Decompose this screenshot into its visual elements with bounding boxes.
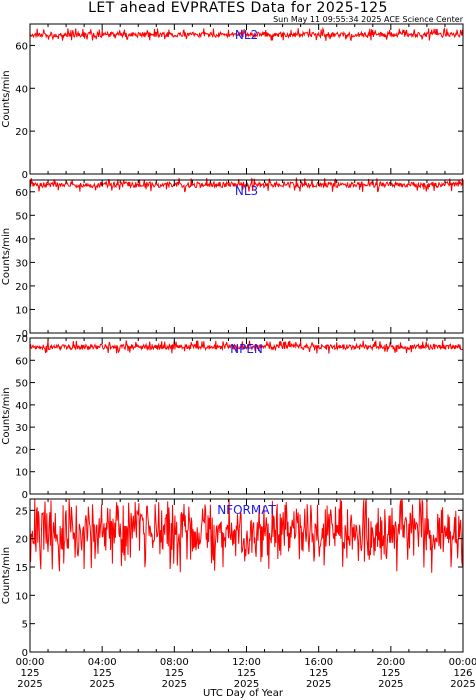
- y-tick-label: 50: [15, 379, 28, 390]
- y-tick-label: 20: [15, 535, 28, 546]
- y-tick-label: 15: [15, 563, 28, 574]
- chart-panels: 0204060Counts/minNL20102030405060Counts/…: [1, 23, 464, 659]
- y-tick-label: 5: [22, 620, 28, 631]
- y-tick-label: 0: [22, 170, 28, 181]
- y-tick-label: 0: [22, 648, 28, 659]
- chart-subtitle: Sun May 11 09:55:34 2025 ACE Science Cen…: [273, 15, 464, 24]
- x-tick-label-year: 2025: [162, 679, 187, 690]
- panel-label: NFORMAT: [217, 503, 276, 517]
- y-tick-label: 10: [15, 305, 28, 316]
- x-tick-label-doy: 126: [453, 668, 472, 679]
- y-tick-label: 60: [15, 41, 28, 52]
- y-tick-label: 20: [15, 127, 28, 138]
- x-tick-label-time: 00:00: [449, 657, 476, 668]
- y-tick-label: 20: [15, 445, 28, 456]
- y-tick-label: 30: [15, 258, 28, 269]
- x-tick-label-time: 16:00: [304, 657, 333, 668]
- y-axis-label: Counts/min: [1, 387, 12, 444]
- panel-nformat: 0 5 10 15 20 25 Counts/min NFORMAT: [1, 498, 464, 659]
- x-tick-label-time: 20:00: [376, 657, 405, 668]
- panel-label: NL2: [235, 28, 258, 42]
- panel-label: NPEN: [230, 342, 263, 356]
- x-tick-label-year: 2025: [450, 679, 475, 690]
- y-tick-label: 60: [15, 188, 28, 199]
- y-tick-label: 25: [15, 506, 28, 517]
- x-axis-label: UTC Day of Year: [203, 688, 284, 699]
- y-tick-label: 70: [15, 334, 28, 345]
- y-tick-label: 40: [15, 235, 28, 246]
- x-tick-label-time: 04:00: [88, 657, 117, 668]
- y-tick-label: 40: [15, 84, 28, 95]
- panel-label: NL3: [235, 184, 258, 198]
- x-tick-label-doy: 125: [309, 668, 328, 679]
- series-line-nl2: [29, 26, 464, 41]
- x-tick-label-year: 2025: [89, 679, 114, 690]
- x-tick-label-doy: 125: [237, 668, 256, 679]
- y-axis-label: Counts/min: [1, 547, 12, 604]
- y-tick-label: 10: [15, 591, 28, 602]
- x-tick-label-year: 2025: [378, 679, 403, 690]
- x-tick-label-time: 12:00: [232, 657, 261, 668]
- y-tick-label: 50: [15, 211, 28, 222]
- panel-npen: 0 10 20 30 40 50 60 70 Counts/min NPEN: [1, 334, 464, 501]
- y-tick-label: 60: [15, 356, 28, 367]
- y-tick-label: 40: [15, 401, 28, 412]
- x-tick-label-doy: 125: [93, 668, 112, 679]
- y-tick-label: 0: [22, 490, 28, 501]
- x-tick-label-doy: 125: [381, 668, 400, 679]
- x-tick-label-year: 2025: [234, 679, 259, 690]
- x-tick-label-year: 2025: [17, 679, 42, 690]
- x-tick-label-year: 2025: [306, 679, 331, 690]
- panel-nl3: 0 10 20 30 40 50 60 Counts/min NL3: [1, 177, 464, 340]
- x-tick-label-time: 00:00: [16, 657, 45, 668]
- x-axis-ticks: 00:00125202504:00125202508:00125202512:0…: [16, 657, 476, 690]
- x-tick-label-doy: 125: [20, 668, 39, 679]
- series-line-nformat: [29, 498, 464, 573]
- x-tick-label-time: 08:00: [160, 657, 189, 668]
- series-line-npen: [29, 340, 463, 354]
- chart-title: LET ahead EVPRATES Data for 2025-125: [88, 0, 388, 16]
- y-axis-label: Counts/min: [1, 228, 12, 285]
- x-tick-label-doy: 125: [165, 668, 184, 679]
- y-axis-label: Counts/min: [1, 70, 12, 127]
- panel-nl2: 0 20 40 60 Counts/min NL2: [1, 23, 464, 181]
- y-tick-label: 20: [15, 282, 28, 293]
- y-tick-label: 0: [22, 329, 28, 340]
- y-tick-label: 30: [15, 423, 28, 434]
- y-tick-label: 10: [15, 468, 28, 479]
